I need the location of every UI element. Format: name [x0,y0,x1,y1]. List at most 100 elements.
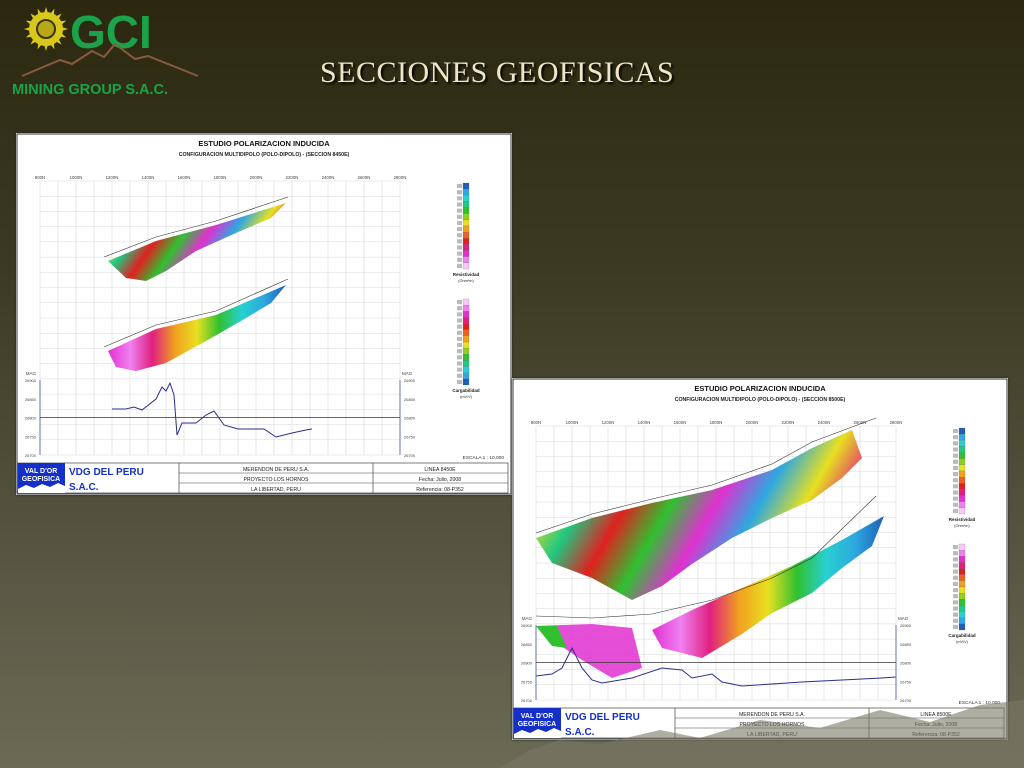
line-info: LINEA 8500E [920,712,952,718]
x-tick-label: 2800N [394,175,407,180]
val-dor-logo-text: GEOFISICA [518,721,557,728]
mag-axis-label-right: MAG [402,371,413,376]
resistivity-section [108,203,286,281]
mag-tick-left: 26700 [25,453,37,458]
mag-tick-left: 26750 [25,434,37,439]
scale-label: ESCALA 1 : 10,000 [463,455,505,461]
mag-tick-right: 26750 [404,434,416,439]
x-tick-label: 2400N [322,175,335,180]
mag-tick-left: 26900 [521,623,533,628]
val-dor-logo-text: VAL D'OR [521,713,554,720]
mag-tick-left: 26850 [521,642,533,647]
chargeability-section-west [536,624,642,678]
x-tick-label: 2200N [286,175,299,180]
chargeability-legend-label: Cargabilidad [452,388,480,393]
x-tick-label: 1000N [566,420,579,425]
topography-line [535,417,877,534]
mag-tick-left: 26700 [521,698,533,703]
x-tick-label: 1600N [178,175,191,180]
topography-line [103,278,289,348]
client-info: LA LIBERTAD, PERU [251,487,301,493]
title-block [17,462,509,494]
logo-subtitle: MINING GROUP S.A.C. [12,82,168,98]
mag-tick-left: 26750 [521,679,533,684]
line-info: Fecha: Julio, 2008 [419,477,462,483]
client-info: MERENDON DE PERU S.A. [243,467,309,473]
x-tick-label: 1200N [106,175,119,180]
chargeability-legend [953,543,966,631]
mag-tick-right: 26850 [404,397,416,402]
x-tick-label: 1600N [674,420,687,425]
topography-line [535,495,877,619]
gci-logo: GCI MINING GROUP S.A.C. [10,4,225,104]
section-panel-8500e: ESTUDIO POLARIZACION INDUCIDA CONFIGURACI… [512,378,1008,740]
mag-tick-right: 26800 [900,661,912,666]
mag-tick-right: 26900 [404,378,416,383]
line-info: Referencia: 08-P352 [416,487,464,493]
resistivity-legend-unit: (Ohm*m) [458,279,474,283]
val-dor-logo-text: GEOFISICA [22,476,61,483]
line-info: LINEA 8450E [424,467,456,473]
x-tick-label: 2600N [358,175,371,180]
mag-tick-right: 26700 [404,453,416,458]
x-tick-label: 1800N [214,175,227,180]
resistivity-legend [953,427,966,515]
company-name: VDG DEL PERU [565,712,640,723]
chargeability-legend-unit: (mV/V) [956,640,969,644]
chargeability-section [652,516,884,658]
mag-axis-label-left: MAG [26,371,37,376]
sun-icon [24,7,68,51]
mag-tick-left: 26800 [521,661,533,666]
x-tick-label: 2000N [746,420,759,425]
panel-title: ESTUDIO POLARIZACION INDUCIDA [694,384,826,393]
mag-axis-label-right: MAG [898,616,909,621]
mag-tick-right: 26900 [900,623,912,628]
magnetometer-profile [535,646,897,687]
chargeability-section [108,285,286,371]
x-tick-label: 1200N [602,420,615,425]
client-info: PROYECTO LOS HORNOS [243,477,309,483]
panel-border [16,133,512,495]
mag-tick-right: 26850 [900,642,912,647]
mag-tick-right: 26700 [900,698,912,703]
x-tick-label: 800N [531,420,541,425]
panel-subtitle: CONFIGURACION MULTIDIPOLO (POLO-DIPOLO) … [675,397,846,403]
x-tick-label: 800N [35,175,45,180]
resistivity-legend [457,182,470,270]
chargeability-legend-unit: (mV/V) [460,395,473,399]
slide-title: SECCIONES GEOFISICAS [320,56,675,89]
panel-subtitle: CONFIGURACION MULTIDIPOLO (POLO-DIPOLO) … [179,152,350,158]
company-suffix: S.A.C. [565,727,595,738]
resistivity-legend-label: Resistividad [453,272,480,277]
magnetometer-profile [112,381,313,438]
mountain-decoration [500,700,1024,768]
x-tick-label: 2400N [818,420,831,425]
mag-tick-left: 26850 [25,397,37,402]
section-panel-8450e: ESTUDIO POLARIZACION INDUCIDA CONFIGURACI… [16,133,512,495]
x-tick-label: 2600N [854,420,867,425]
resistivity-legend-unit: (Ohm*m) [954,524,970,528]
x-tick-label: 2200N [782,420,795,425]
company-name: VDG DEL PERU [69,467,144,478]
x-tick-label: 1400N [142,175,155,180]
mag-axis-label-left: MAG [522,616,533,621]
resistivity-section [536,430,862,600]
resistivity-legend-label: Resistividad [949,517,976,522]
x-tick-label: 2800N [890,420,903,425]
x-tick-label: 1000N [70,175,83,180]
x-tick-label: 1400N [638,420,651,425]
client-info: MERENDON DE PERU S.A. [739,712,805,718]
mag-tick-right: 26800 [404,416,416,421]
panel-title: ESTUDIO POLARIZACION INDUCIDA [198,139,330,148]
company-suffix: S.A.C. [69,482,99,493]
x-tick-label: 1800N [710,420,723,425]
mountain-line [21,42,199,77]
chargeability-legend-label: Cargabilidad [948,633,976,638]
mag-tick-right: 26750 [900,679,912,684]
mag-tick-left: 26900 [25,378,37,383]
x-tick-label: 2000N [250,175,263,180]
scale-label: ESCALA 1 : 10,000 [959,700,1001,706]
mag-tick-left: 26800 [25,416,37,421]
chargeability-legend [457,298,470,386]
val-dor-logo-text: VAL D'OR [25,468,58,475]
